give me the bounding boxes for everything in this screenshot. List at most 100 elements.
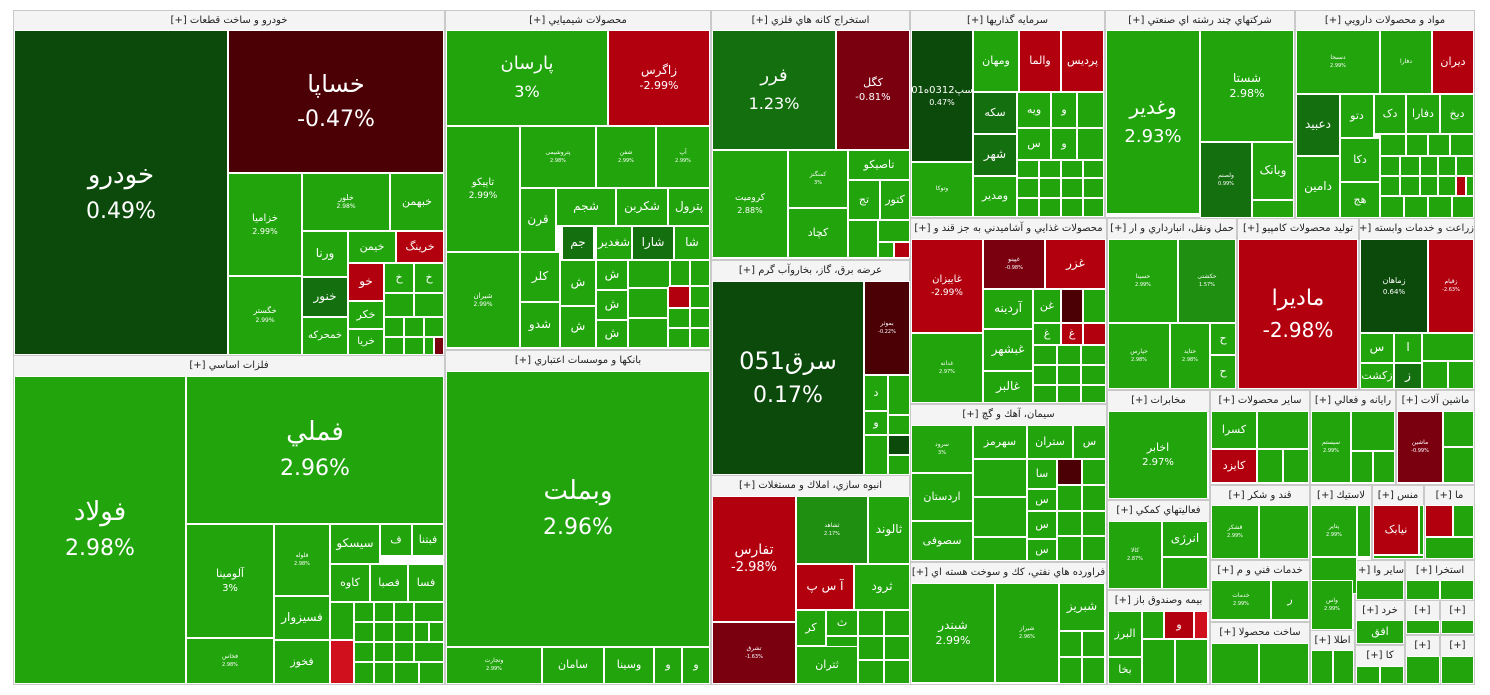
- treemap-tile[interactable]: تاپیکو 2.99%: [446, 126, 520, 252]
- treemap-tile[interactable]: نیابک: [1373, 505, 1419, 555]
- treemap-tile[interactable]: [1380, 176, 1400, 196]
- treemap-tile[interactable]: [888, 375, 910, 415]
- treemap-tile[interactable]: [1257, 411, 1309, 449]
- treemap-tile[interactable]: پتایر 2.99%: [1311, 505, 1357, 557]
- treemap-tile[interactable]: [1061, 289, 1083, 323]
- treemap-tile[interactable]: [1083, 323, 1106, 345]
- treemap-tile[interactable]: [973, 537, 1027, 561]
- treemap-tile[interactable]: بخا: [1108, 657, 1142, 684]
- treemap-tile[interactable]: [1453, 505, 1474, 537]
- treemap-tile[interactable]: د: [864, 375, 888, 411]
- treemap-tile[interactable]: [878, 242, 894, 258]
- treemap-tile[interactable]: فصبا: [370, 564, 408, 602]
- treemap-tile[interactable]: ر: [1271, 580, 1309, 620]
- treemap-tile[interactable]: [1259, 505, 1309, 559]
- sector-header[interactable]: توليد محصولات كامپيو [+]: [1238, 219, 1358, 240]
- treemap-tile[interactable]: [354, 602, 374, 622]
- treemap-tile[interactable]: وبملت 2.96%: [446, 371, 710, 647]
- treemap-tile[interactable]: اردستان: [911, 473, 973, 521]
- treemap-tile[interactable]: [628, 260, 670, 288]
- treemap-tile[interactable]: آردینه: [983, 289, 1033, 329]
- treemap-tile[interactable]: خلور 2.98%: [302, 173, 390, 231]
- treemap-tile[interactable]: دتو: [1340, 94, 1374, 138]
- treemap-tile[interactable]: افق: [1356, 620, 1404, 644]
- treemap-tile[interactable]: غپینو -0.98%: [983, 239, 1045, 289]
- treemap-tile[interactable]: [1142, 639, 1175, 684]
- sector-header[interactable]: ساير وا [+]: [1356, 561, 1404, 582]
- sector-header[interactable]: فلزات اساسي [+]: [14, 356, 444, 377]
- treemap-tile[interactable]: حسینا 2.99%: [1108, 239, 1178, 323]
- treemap-tile[interactable]: [690, 308, 710, 328]
- treemap-tile[interactable]: خساپا -0.47%: [228, 30, 444, 173]
- treemap-tile[interactable]: ث: [826, 610, 858, 636]
- sector-header[interactable]: بيمه وصندوق باز [+]: [1108, 591, 1209, 612]
- treemap-tile[interactable]: ثرود: [854, 564, 910, 610]
- treemap-tile[interactable]: سا: [1027, 459, 1057, 489]
- treemap-tile[interactable]: خیمن: [348, 231, 396, 263]
- treemap-tile[interactable]: ثتران: [796, 646, 858, 684]
- treemap-tile[interactable]: شبریز: [1059, 583, 1105, 631]
- treemap-tile[interactable]: [1017, 178, 1039, 198]
- treemap-tile[interactable]: [1356, 666, 1380, 684]
- treemap-tile[interactable]: [1082, 459, 1106, 485]
- treemap-tile[interactable]: [1077, 128, 1104, 160]
- sector-header[interactable]: مواد و محصولات دارويي [+]: [1296, 11, 1474, 32]
- treemap-tile[interactable]: [414, 602, 444, 622]
- treemap-tile[interactable]: [1057, 459, 1082, 485]
- treemap-tile[interactable]: [1428, 134, 1450, 156]
- treemap-tile[interactable]: شغدیر: [596, 226, 632, 260]
- treemap-tile[interactable]: زقیام -2.63%: [1428, 239, 1474, 333]
- treemap-tile[interactable]: سهرمز: [973, 425, 1027, 459]
- treemap-tile[interactable]: ف: [380, 524, 412, 556]
- treemap-tile[interactable]: ثالوند: [868, 496, 910, 564]
- treemap-tile[interactable]: [374, 622, 394, 642]
- treemap-tile[interactable]: ح: [1210, 323, 1236, 355]
- treemap-tile[interactable]: [864, 435, 888, 475]
- treemap-tile[interactable]: کالا 2.87%: [1108, 521, 1162, 589]
- sector-header[interactable]: [+]: [1406, 636, 1439, 657]
- treemap-tile[interactable]: [1083, 198, 1104, 217]
- treemap-tile[interactable]: دیران: [1432, 30, 1474, 94]
- sector-header[interactable]: محصولات غذايي و آشاميدني به جز قند و [+]: [911, 219, 1106, 240]
- treemap-tile[interactable]: [1039, 198, 1061, 217]
- treemap-tile[interactable]: ورنا: [302, 231, 348, 277]
- treemap-tile[interactable]: [973, 497, 1027, 537]
- treemap-tile[interactable]: کرومیت 2.88%: [712, 150, 788, 258]
- treemap-tile[interactable]: خدمات 2.99%: [1211, 580, 1271, 620]
- treemap-tile[interactable]: [424, 317, 444, 337]
- treemap-tile[interactable]: سیستم 2.99%: [1311, 411, 1351, 483]
- treemap-tile[interactable]: دک: [1374, 94, 1406, 134]
- treemap-tile[interactable]: [1441, 656, 1474, 684]
- treemap-tile[interactable]: [668, 308, 690, 328]
- treemap-tile[interactable]: ثشاهد 2.17%: [796, 496, 868, 564]
- treemap-tile[interactable]: [414, 642, 444, 662]
- treemap-tile[interactable]: فسا: [408, 564, 444, 602]
- treemap-tile[interactable]: دکا: [1340, 138, 1380, 182]
- treemap-tile[interactable]: [888, 435, 910, 455]
- treemap-tile[interactable]: [1057, 365, 1081, 385]
- treemap-tile[interactable]: تاصیکو: [848, 150, 910, 180]
- treemap-tile[interactable]: واس 2.99%: [1311, 580, 1353, 630]
- treemap-tile[interactable]: سیسکو: [330, 524, 380, 564]
- sector-header[interactable]: انبوه سازي، املاك و مستغلات [+]: [712, 476, 909, 497]
- sector-header[interactable]: اطلا [+]: [1311, 631, 1354, 652]
- sector-header[interactable]: قند و شكر [+]: [1211, 486, 1309, 507]
- treemap-tile[interactable]: غن: [1033, 289, 1061, 323]
- treemap-tile[interactable]: [1033, 385, 1057, 403]
- treemap-tile[interactable]: [434, 337, 444, 355]
- treemap-tile[interactable]: [888, 415, 910, 435]
- treemap-tile[interactable]: [1422, 361, 1448, 389]
- treemap-tile[interactable]: [1082, 485, 1106, 511]
- treemap-tile[interactable]: انرژی: [1162, 521, 1208, 557]
- treemap-tile[interactable]: غ: [1033, 323, 1061, 345]
- treemap-tile[interactable]: [668, 328, 690, 348]
- treemap-tile[interactable]: کسرا: [1211, 411, 1257, 449]
- treemap-tile[interactable]: پترول: [668, 188, 710, 226]
- treemap-tile[interactable]: شدو: [520, 302, 560, 348]
- treemap-tile[interactable]: [1211, 643, 1259, 684]
- treemap-tile[interactable]: [858, 636, 884, 660]
- treemap-tile[interactable]: [374, 642, 394, 662]
- treemap-tile[interactable]: کر: [796, 610, 826, 646]
- treemap-tile[interactable]: شفن 2.99%: [596, 126, 656, 188]
- treemap-tile[interactable]: فخاس 2.98%: [186, 638, 274, 684]
